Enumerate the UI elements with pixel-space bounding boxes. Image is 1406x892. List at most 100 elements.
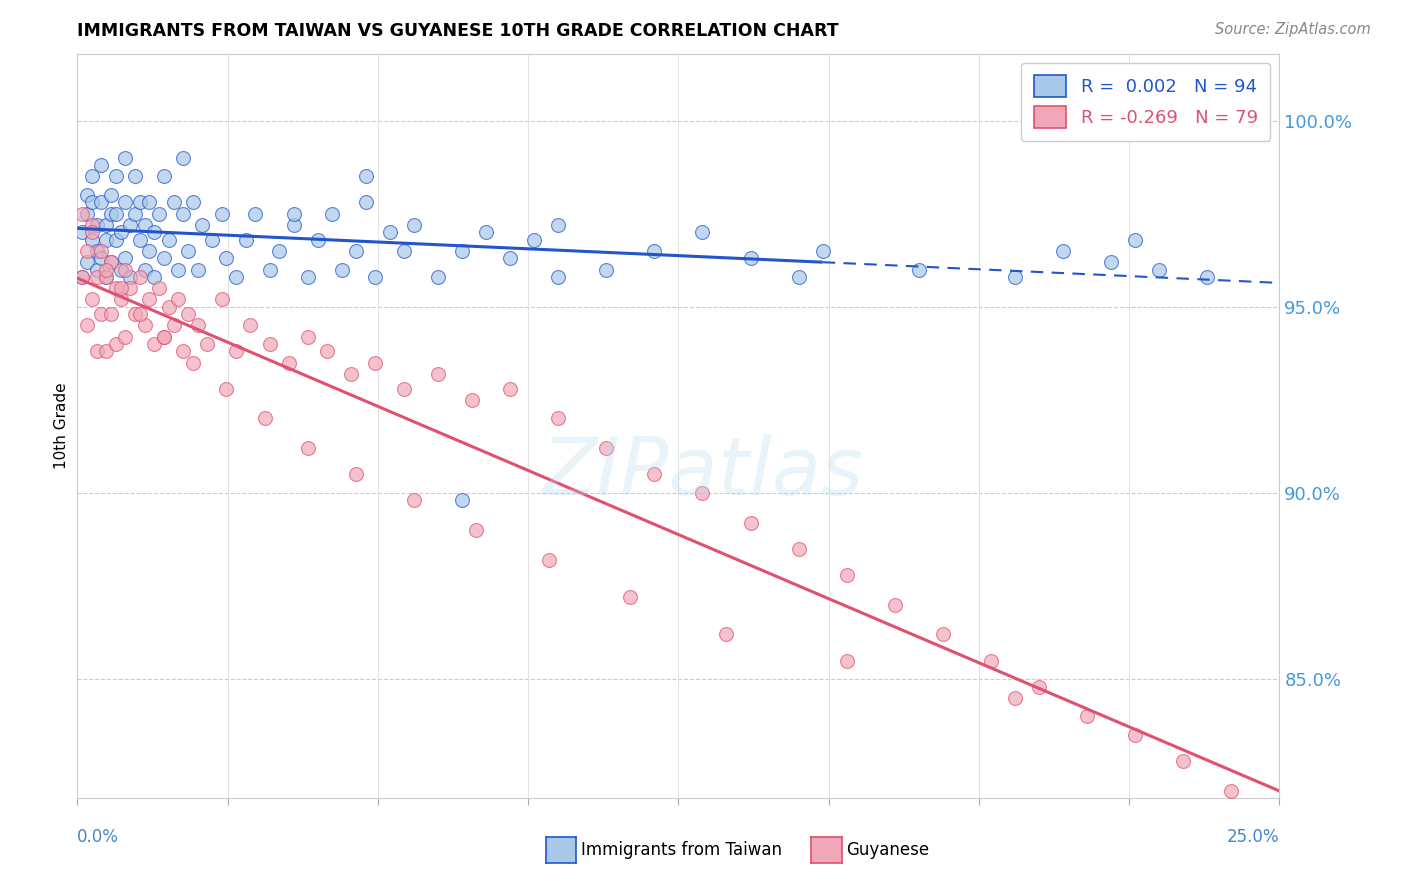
Legend: R =  0.002   N = 94, R = -0.269   N = 79: R = 0.002 N = 94, R = -0.269 N = 79: [1021, 62, 1271, 141]
Point: [595, 262, 617, 277]
Point: [1028, 680, 1050, 694]
Point: [90, 195, 112, 210]
Point: [76, 207, 98, 221]
Point: [104, 281, 127, 295]
Point: [104, 337, 127, 351]
Point: [143, 270, 166, 285]
Point: [643, 467, 665, 482]
Point: [138, 244, 160, 258]
Point: [120, 281, 142, 295]
Point: [716, 627, 738, 641]
Point: [1173, 754, 1195, 768]
Point: [211, 293, 233, 307]
Point: [1123, 728, 1146, 742]
Point: [932, 627, 955, 641]
Point: [465, 523, 488, 537]
Point: [354, 169, 377, 184]
Text: Immigrants from Taiwan: Immigrants from Taiwan: [581, 841, 782, 859]
Point: [297, 329, 319, 343]
Point: [80, 195, 103, 210]
Point: [86, 262, 108, 277]
Point: [235, 233, 257, 247]
Point: [177, 307, 200, 321]
Point: [451, 244, 474, 258]
Point: [90, 252, 112, 266]
Point: [811, 244, 834, 258]
Point: [523, 233, 546, 247]
Point: [76, 244, 98, 258]
Point: [110, 225, 132, 239]
Point: [76, 188, 98, 202]
Point: [547, 411, 569, 425]
Point: [245, 207, 267, 221]
Point: [195, 337, 218, 351]
Point: [114, 195, 136, 210]
Point: [100, 188, 122, 202]
Point: [128, 270, 150, 285]
Point: [537, 553, 560, 567]
Point: [283, 207, 305, 221]
Point: [90, 307, 112, 321]
Point: [172, 344, 194, 359]
Point: [100, 307, 122, 321]
Point: [120, 218, 142, 232]
Point: [177, 244, 200, 258]
Point: [167, 262, 190, 277]
Point: [96, 344, 118, 359]
Point: [134, 318, 156, 333]
Point: [499, 252, 522, 266]
Point: [364, 270, 387, 285]
Point: [307, 233, 329, 247]
Point: [253, 411, 276, 425]
Point: [1197, 270, 1219, 285]
Point: [740, 252, 762, 266]
Point: [128, 307, 150, 321]
Point: [181, 356, 204, 370]
Point: [181, 195, 204, 210]
Point: [157, 300, 180, 314]
Point: [239, 318, 262, 333]
Point: [162, 195, 184, 210]
Point: [143, 337, 166, 351]
Point: [787, 541, 810, 556]
Point: [134, 218, 156, 232]
Point: [277, 356, 299, 370]
Point: [86, 344, 108, 359]
Point: [114, 329, 136, 343]
Point: [76, 255, 98, 269]
Point: [128, 233, 150, 247]
Point: [124, 307, 146, 321]
Point: [157, 233, 180, 247]
Point: [86, 244, 108, 258]
Point: [908, 262, 931, 277]
Point: [1004, 270, 1026, 285]
Point: [619, 591, 641, 605]
Point: [394, 244, 416, 258]
Point: [595, 442, 617, 456]
Point: [451, 493, 474, 508]
Point: [143, 225, 166, 239]
Point: [70, 270, 93, 285]
Text: ZIPatlas: ZIPatlas: [541, 434, 865, 512]
Point: [90, 158, 112, 172]
Point: [138, 293, 160, 307]
Point: [80, 293, 103, 307]
Point: [114, 151, 136, 165]
Point: [215, 382, 238, 396]
Point: [80, 225, 103, 239]
Point: [980, 654, 1002, 668]
Point: [124, 169, 146, 184]
Text: IMMIGRANTS FROM TAIWAN VS GUYANESE 10TH GRADE CORRELATION CHART: IMMIGRANTS FROM TAIWAN VS GUYANESE 10TH …: [77, 22, 839, 40]
Point: [76, 318, 98, 333]
Point: [787, 270, 810, 285]
Point: [172, 151, 194, 165]
Point: [330, 262, 353, 277]
Point: [883, 598, 905, 612]
Point: [283, 218, 305, 232]
Point: [80, 218, 103, 232]
Point: [86, 218, 108, 232]
Text: Guyanese: Guyanese: [846, 841, 929, 859]
Point: [316, 344, 339, 359]
Point: [80, 233, 103, 247]
Point: [153, 252, 176, 266]
